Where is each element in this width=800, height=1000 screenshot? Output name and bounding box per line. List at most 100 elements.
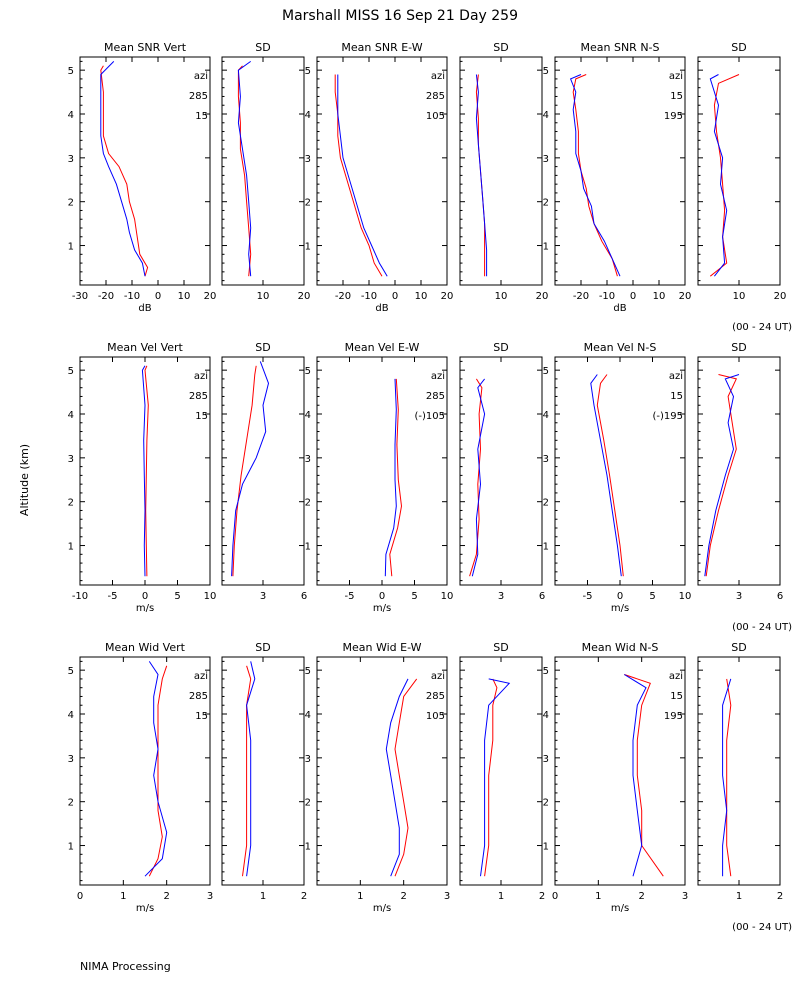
x-tick-label: 1	[357, 891, 363, 902]
panel-frame	[316, 56, 448, 286]
legend-entry-blue: 15	[195, 711, 208, 722]
series-line-red	[389, 378, 403, 577]
series-line-red	[484, 678, 498, 877]
panel-title: Mean SNR Vert	[104, 41, 187, 54]
panel-frame	[79, 656, 211, 886]
panel-3-5: Mean Wid N-S 0 1 2 3 m/s 1 2 3 4 5 azi 15 195	[543, 641, 689, 914]
y-tick-label: 3	[543, 454, 549, 465]
x-tick-label: 3	[682, 891, 688, 902]
y-tick-label: 3	[543, 754, 549, 765]
series-line-blue	[144, 661, 168, 877]
time-range-note-row2: (00 - 24 UT)	[732, 622, 792, 633]
legend-entry-blue: 195	[664, 711, 683, 722]
y-tick-label: 2	[68, 498, 74, 509]
legend-entry-blue: 195	[664, 111, 683, 122]
x-tick-label: 0	[77, 891, 83, 902]
y-tick-label: 5	[543, 66, 549, 77]
legend-entry-blue: (-)195	[653, 411, 684, 422]
x-tick-label: 3	[207, 891, 213, 902]
x-tick-label: 10	[441, 591, 454, 602]
legend-entry-red: 15	[670, 391, 683, 402]
x-tick-label: 3	[736, 591, 742, 602]
y-tick-label: 1	[68, 242, 74, 253]
x-tick-label: 1	[120, 891, 126, 902]
legend-entry-blue: 105	[426, 111, 445, 122]
y-tick-label: 2	[305, 498, 311, 509]
y-tick-label: 1	[68, 542, 74, 553]
legend-entry-red: 15	[670, 691, 683, 702]
series-line-red	[334, 74, 383, 277]
legend-heading: azi	[194, 71, 208, 82]
x-tick-label: 10	[178, 291, 191, 302]
legend-entry-red: 285	[189, 91, 208, 102]
x-tick-label: 20	[204, 291, 217, 302]
panel-title: SD	[731, 341, 746, 354]
legend-entry-red: 285	[426, 91, 445, 102]
panel-title: Mean Vel Vert	[107, 341, 183, 354]
series-line-blue	[100, 61, 146, 277]
y-tick-label: 5	[305, 66, 311, 77]
x-tick-label: 2	[638, 891, 644, 902]
x-tick-label: 2	[400, 891, 406, 902]
y-tick-label: 4	[68, 710, 74, 721]
x-tick-label: 5	[649, 591, 655, 602]
y-tick-label: 2	[305, 798, 311, 809]
x-tick-label: -10	[361, 291, 377, 302]
x-tick-label: -30	[72, 291, 88, 302]
series-line-blue	[246, 661, 256, 877]
y-tick-label: 5	[543, 666, 549, 677]
x-tick-label: 6	[539, 591, 545, 602]
x-axis-label: m/s	[373, 903, 391, 914]
y-tick-label: 3	[305, 754, 311, 765]
x-tick-label: 1	[736, 891, 742, 902]
figure-title: Marshall MISS 16 Sep 21 Day 259	[282, 8, 518, 24]
y-tick-label: 2	[305, 198, 311, 209]
y-tick-label: 4	[305, 710, 311, 721]
series-line-red	[232, 365, 257, 577]
legend-entry-red: 285	[189, 691, 208, 702]
y-tick-label: 5	[543, 366, 549, 377]
panel-title: SD	[493, 641, 508, 654]
series-line-blue	[704, 374, 740, 577]
panel-frame	[697, 56, 781, 286]
panel-title: SD	[493, 341, 508, 354]
y-tick-label: 5	[68, 666, 74, 677]
panel-1-5: Mean SNR N-S -20 -10 0 10 20 dB 1 2 3 4 5 azi 15 195	[543, 41, 692, 314]
panel-1-6: SD 10 20	[697, 41, 786, 302]
y-tick-label: 2	[543, 498, 549, 509]
series-line-red	[100, 65, 149, 277]
series-line-blue	[384, 378, 397, 577]
y-tick-label: 4	[68, 410, 74, 421]
x-tick-label: -10	[72, 591, 88, 602]
y-tick-label: 4	[68, 110, 74, 121]
x-tick-label: 0	[392, 291, 398, 302]
y-tick-label: 1	[543, 842, 549, 853]
panel-frame	[316, 656, 448, 886]
panel-2-2: SD 3 6	[221, 341, 307, 602]
x-tick-label: 20	[679, 291, 692, 302]
x-axis-label: dB	[375, 303, 388, 314]
x-tick-label: 20	[298, 291, 311, 302]
x-tick-label: 6	[301, 591, 307, 602]
x-tick-label: 3	[498, 591, 504, 602]
legend-entry-red: 285	[426, 391, 445, 402]
x-axis-label: m/s	[373, 603, 391, 614]
y-tick-label: 2	[68, 198, 74, 209]
legend-entry-blue: (-)105	[415, 411, 446, 422]
x-tick-label: 0	[379, 591, 385, 602]
series-line-red	[705, 374, 738, 577]
series-line-red	[144, 365, 149, 577]
series-line-red	[394, 678, 418, 877]
y-tick-label: 4	[305, 110, 311, 121]
y-tick-label: 1	[543, 242, 549, 253]
y-tick-label: 5	[305, 366, 311, 377]
panel-title: SD	[255, 41, 270, 54]
panel-title: Mean Wid N-S	[582, 641, 659, 654]
x-tick-label: 1	[260, 891, 266, 902]
panel-frame	[221, 656, 305, 886]
x-tick-label: 10	[733, 291, 746, 302]
y-tick-label: 3	[68, 154, 74, 165]
legend-entry-blue: 15	[195, 111, 208, 122]
panel-3-3: Mean Wid E-W 1 2 3 m/s 1 2 3 4 5 azi 285 105	[305, 641, 451, 914]
series-line-blue	[337, 74, 388, 277]
